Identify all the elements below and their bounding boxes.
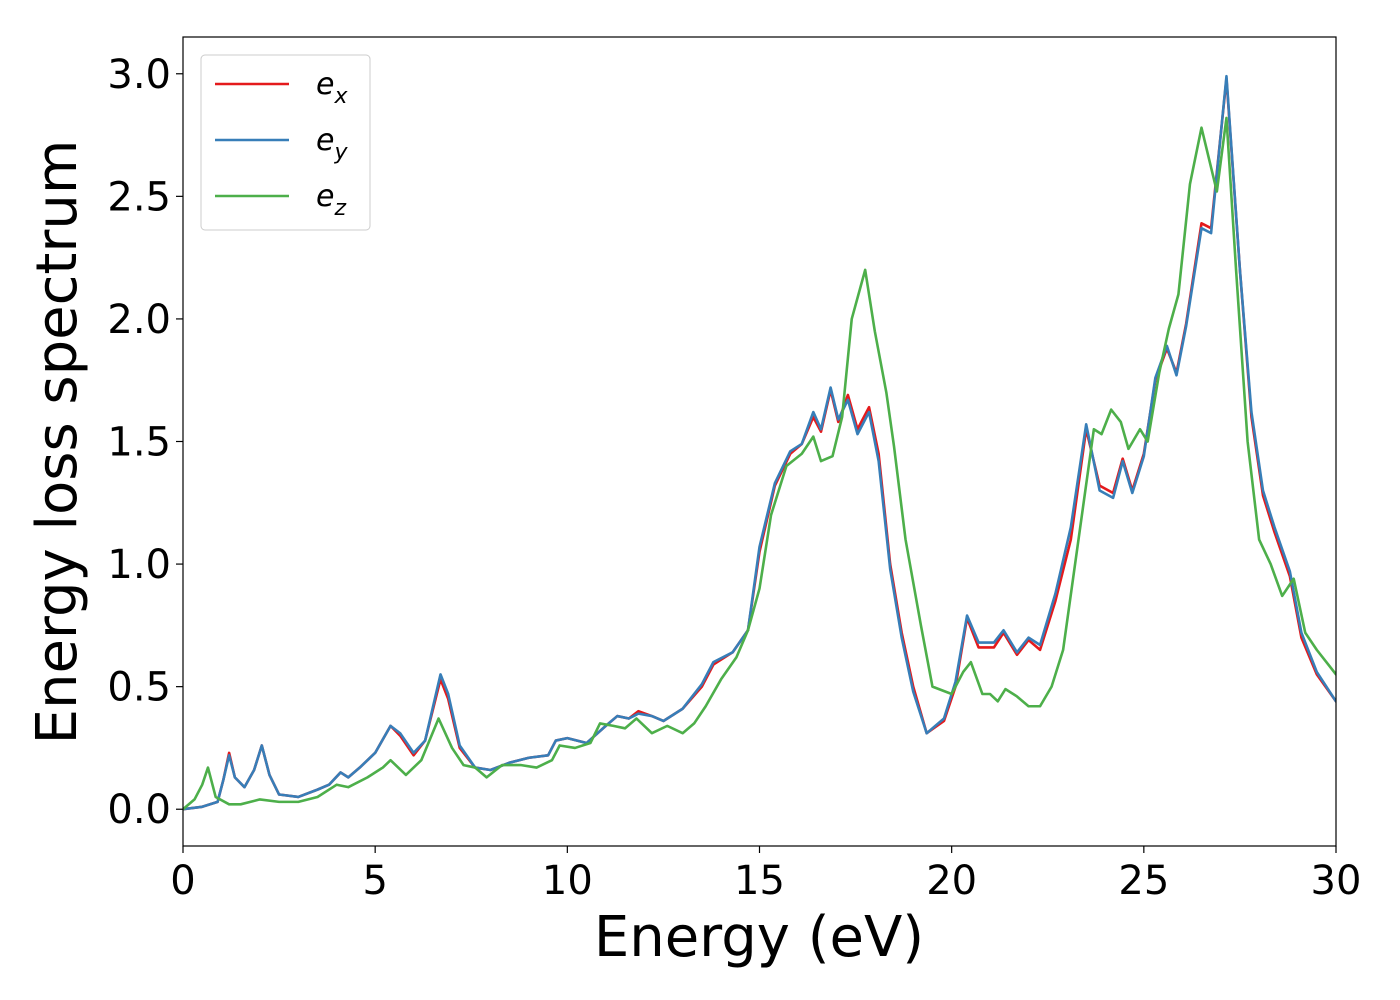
series-line-z bbox=[183, 116, 1336, 811]
series-line-y bbox=[183, 74, 1336, 811]
y-tick-label: 2.5 bbox=[107, 174, 171, 220]
y-tick-label: 1.5 bbox=[107, 420, 171, 466]
y-tick-label: 1.0 bbox=[107, 542, 171, 588]
x-tick-label: 20 bbox=[926, 858, 977, 904]
x-tick-label: 30 bbox=[1311, 858, 1362, 904]
x-tick-label: 5 bbox=[362, 858, 387, 904]
x-tick-label: 10 bbox=[542, 858, 593, 904]
series-lines bbox=[183, 74, 1336, 811]
x-tick-label: 0 bbox=[170, 858, 195, 904]
x-axis-label: Energy (eV) bbox=[594, 905, 924, 970]
y-axis-label: Energy loss spectrum bbox=[25, 140, 90, 745]
y-axis-ticks: 0.0 0.5 1.0 1.5 2.0 2.5 3.0 bbox=[107, 52, 183, 833]
x-tick-label: 15 bbox=[734, 858, 785, 904]
y-tick-label: 0.5 bbox=[107, 665, 171, 711]
x-tick-label: 25 bbox=[1118, 858, 1169, 904]
y-tick-label: 2.0 bbox=[107, 297, 171, 343]
y-tick-label: 3.0 bbox=[107, 52, 171, 98]
legend-box bbox=[200, 54, 371, 231]
x-axis-ticks: 0 5 10 15 20 25 30 bbox=[170, 846, 1361, 904]
y-tick-label: 0.0 bbox=[107, 787, 171, 833]
